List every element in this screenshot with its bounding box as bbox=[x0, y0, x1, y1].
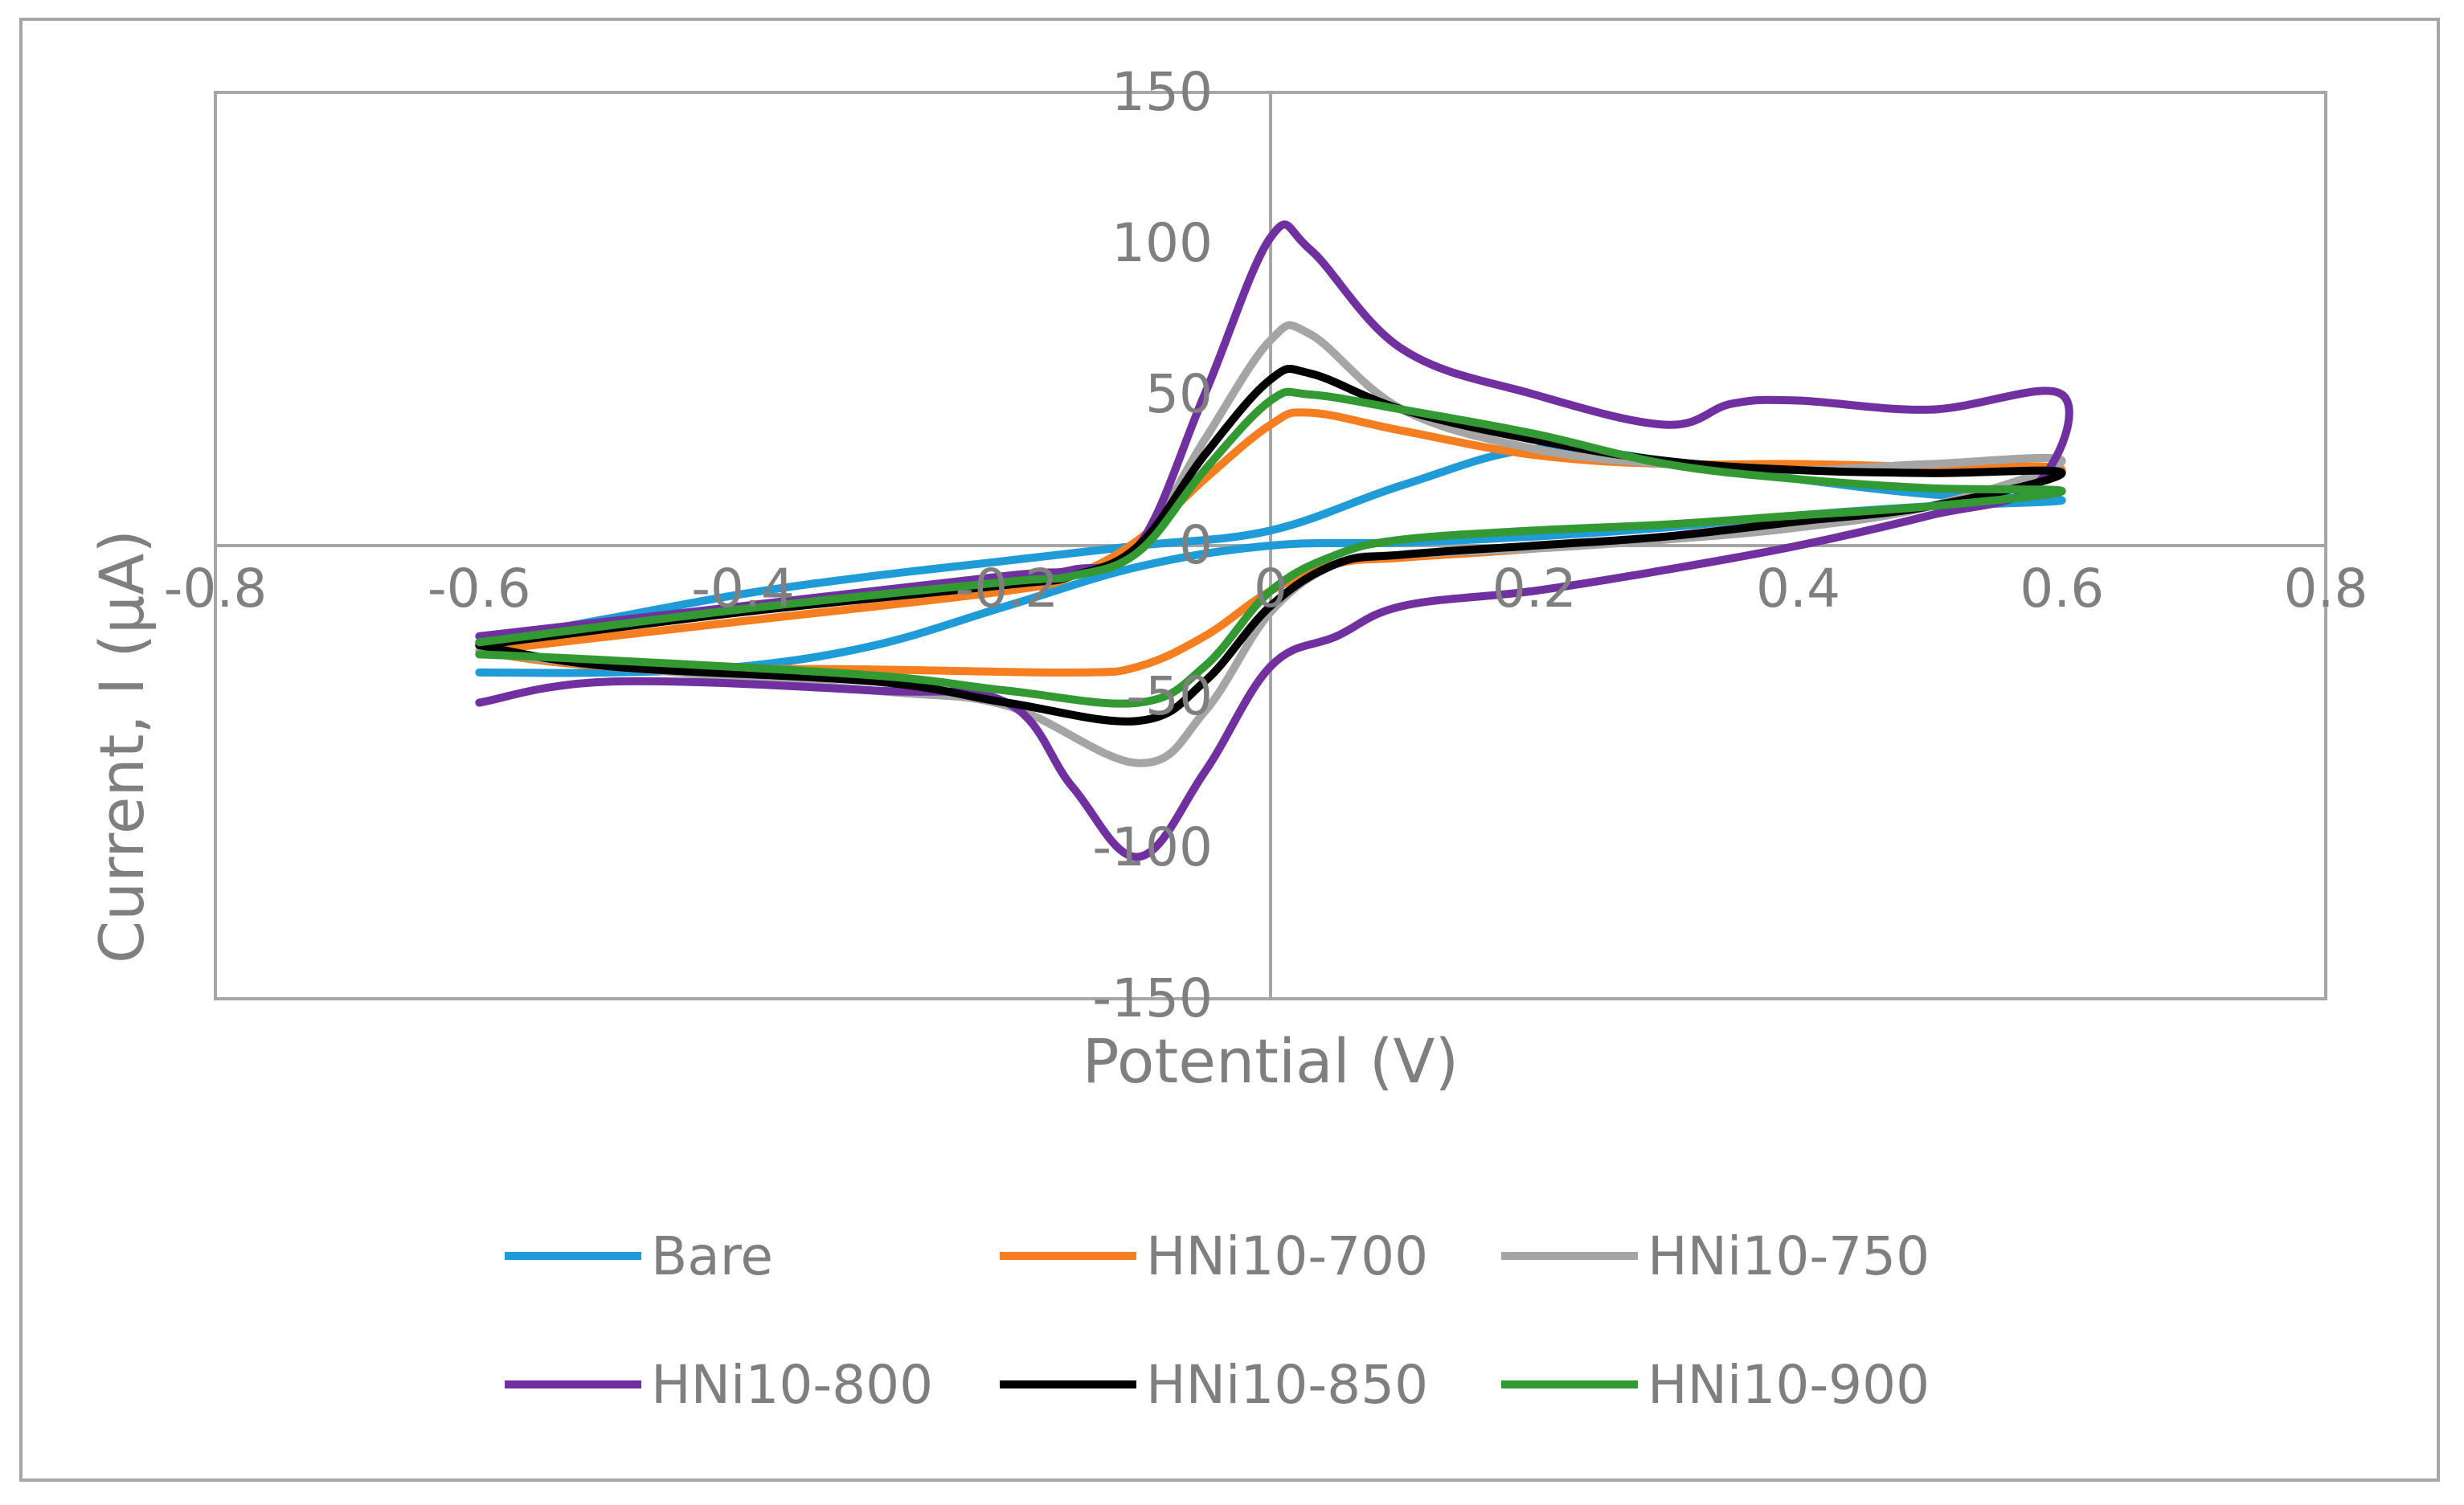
x-tick-label: -0.8 bbox=[164, 558, 268, 620]
y-tick-labels: 150 100 50 0 -50 -100 -150 bbox=[1092, 61, 1213, 1029]
legend-label: HNi10-850 bbox=[1146, 1354, 1428, 1416]
legend-label: Bare bbox=[651, 1225, 773, 1287]
y-tick-label: -100 bbox=[1092, 816, 1213, 878]
series-line-hni10-800 bbox=[475, 220, 2073, 861]
chart-frame bbox=[19, 18, 2440, 1482]
legend-label: HNi10-750 bbox=[1647, 1225, 1930, 1287]
x-tick-label: -0.6 bbox=[428, 558, 531, 620]
x-tick-label: -0.4 bbox=[691, 558, 795, 620]
legend-label: HNi10-700 bbox=[1146, 1225, 1428, 1287]
legend-item: Bare bbox=[505, 1225, 773, 1287]
x-axis-title: Potential (V) bbox=[1083, 1025, 1459, 1097]
legend: Bare HNi10-700 HNi10-750 HNi10-800 HNi10-850… bbox=[505, 1225, 1930, 1416]
y-axis-title: Current, I (μA) bbox=[86, 530, 158, 963]
x-tick-label: -0.2 bbox=[955, 558, 1058, 620]
series-line-hni10-900 bbox=[475, 387, 2066, 708]
legend-item: HNi10-750 bbox=[1501, 1225, 1930, 1287]
legend-item: HNi10-800 bbox=[505, 1354, 933, 1416]
y-tick-label: 0 bbox=[1179, 514, 1213, 576]
series-line-bare bbox=[475, 444, 2066, 677]
legend-label: HNi10-900 bbox=[1647, 1354, 1930, 1416]
x-tick-label: 0.4 bbox=[1756, 558, 1840, 620]
x-tick-label: 0.8 bbox=[2284, 558, 2368, 620]
legend-item: HNi10-700 bbox=[1000, 1225, 1428, 1287]
y-tick-label: 50 bbox=[1145, 363, 1213, 425]
series-group bbox=[475, 220, 2073, 861]
y-tick-label: 150 bbox=[1111, 61, 1213, 123]
y-tick-label: -150 bbox=[1092, 967, 1213, 1029]
x-tick-labels: -0.8 -0.6 -0.4 -0.2 0 0.2 0.4 0.6 0.8 bbox=[164, 558, 2368, 620]
x-tick-label: 0.2 bbox=[1492, 558, 1577, 620]
x-tick-label: 0 bbox=[1254, 558, 1287, 620]
legend-item: HNi10-900 bbox=[1501, 1354, 1930, 1416]
legend-label: HNi10-800 bbox=[651, 1354, 933, 1416]
y-tick-label: -50 bbox=[1126, 665, 1213, 727]
x-tick-label: 0.6 bbox=[2020, 558, 2104, 620]
y-tick-label: 100 bbox=[1111, 212, 1213, 274]
legend-item: HNi10-850 bbox=[1000, 1354, 1428, 1416]
